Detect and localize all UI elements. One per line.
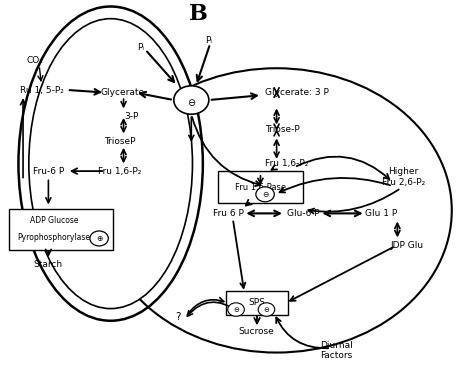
Text: ADP Glucose: ADP Glucose bbox=[30, 216, 78, 225]
Text: Factors: Factors bbox=[320, 351, 353, 360]
FancyBboxPatch shape bbox=[226, 291, 288, 315]
Text: Starch: Starch bbox=[34, 260, 63, 269]
Text: Fru 1,6-P₂: Fru 1,6-P₂ bbox=[98, 166, 142, 176]
Text: ⊖: ⊖ bbox=[262, 190, 268, 199]
Text: Ru 1, 5-P₂: Ru 1, 5-P₂ bbox=[19, 86, 64, 95]
Text: Higher: Higher bbox=[388, 166, 419, 176]
Text: Sucrose: Sucrose bbox=[238, 327, 274, 336]
Text: Diurnal: Diurnal bbox=[320, 340, 353, 350]
Circle shape bbox=[258, 303, 275, 316]
Text: Pyrophosphorylase: Pyrophosphorylase bbox=[18, 233, 91, 242]
Text: TrioseP: TrioseP bbox=[104, 136, 136, 146]
Text: Glu 1 P: Glu 1 P bbox=[365, 209, 397, 218]
Text: ⊖: ⊖ bbox=[187, 98, 195, 108]
Text: 3-P: 3-P bbox=[124, 112, 139, 122]
Circle shape bbox=[90, 231, 108, 246]
Text: Glycerate: Glycerate bbox=[100, 88, 144, 97]
Text: SPS: SPS bbox=[248, 298, 266, 307]
Text: Glu-6 P: Glu-6 P bbox=[287, 209, 319, 218]
Text: B: B bbox=[189, 3, 207, 25]
Text: ⊕: ⊕ bbox=[96, 234, 102, 243]
Text: ⊖: ⊖ bbox=[233, 306, 239, 312]
Text: Pᵢ: Pᵢ bbox=[205, 36, 213, 45]
Text: ⊖: ⊖ bbox=[264, 306, 269, 312]
Circle shape bbox=[228, 303, 244, 316]
Circle shape bbox=[256, 187, 274, 202]
Text: CO₂: CO₂ bbox=[26, 56, 43, 65]
FancyBboxPatch shape bbox=[9, 209, 113, 250]
Text: ?: ? bbox=[175, 312, 180, 322]
FancyBboxPatch shape bbox=[218, 171, 303, 203]
Text: Fru 6 P: Fru 6 P bbox=[213, 209, 243, 218]
Text: JDP Glu: JDP Glu bbox=[390, 242, 423, 250]
Text: Fru 2,6-P₂: Fru 2,6-P₂ bbox=[382, 178, 425, 187]
Text: Glycerate: 3 P: Glycerate: 3 P bbox=[265, 88, 329, 97]
Circle shape bbox=[174, 86, 209, 114]
Text: Pᵢ: Pᵢ bbox=[137, 43, 144, 52]
Text: Fru 1,6-P₂: Fru 1,6-P₂ bbox=[265, 159, 308, 168]
Text: Triose-P: Triose-P bbox=[265, 126, 300, 135]
Text: Fru-6 P: Fru-6 P bbox=[33, 166, 64, 176]
Ellipse shape bbox=[29, 19, 193, 309]
Text: Fru 1,6 Pase: Fru 1,6 Pase bbox=[235, 183, 286, 192]
